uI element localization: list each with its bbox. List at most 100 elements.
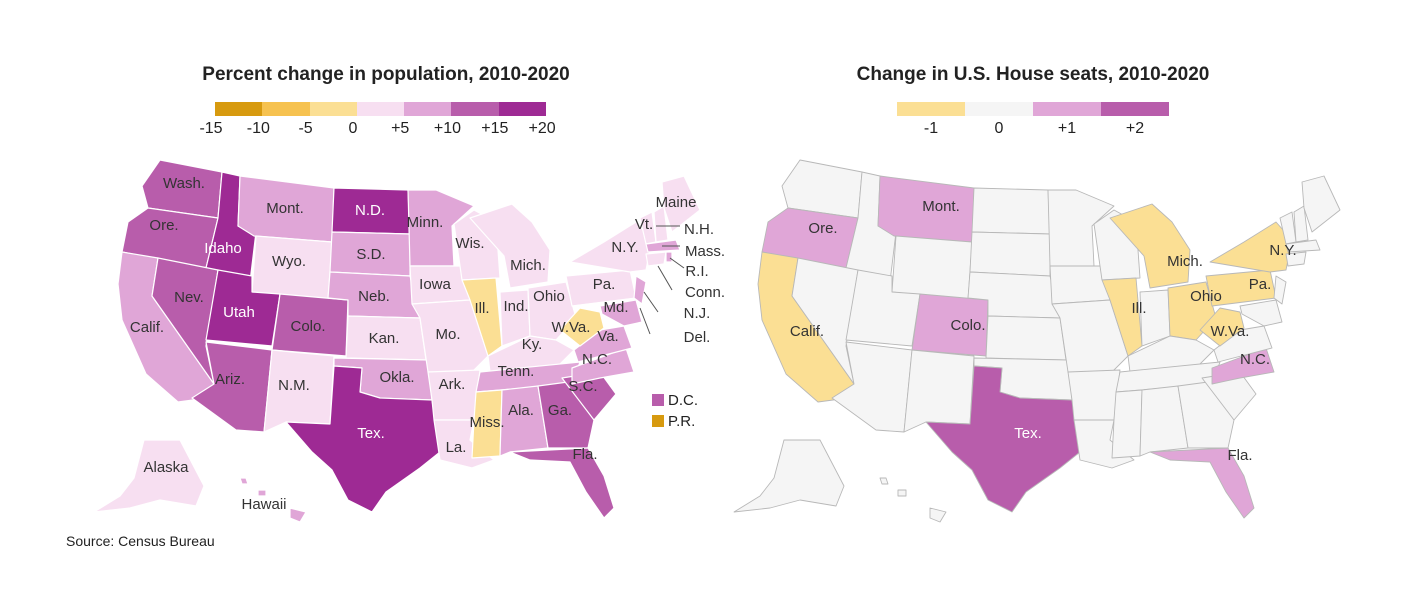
label-hawaii: Hawaii bbox=[241, 496, 286, 513]
r-state-nd[interactable] bbox=[971, 187, 1051, 235]
source-note: Source: Census Bureau bbox=[66, 533, 215, 549]
right-map-title: Change in U.S. House seats, 2010-2020 bbox=[856, 64, 1210, 85]
pr-label: P.R. bbox=[668, 413, 696, 430]
label-mass: Mass. bbox=[685, 243, 725, 260]
r-state-wyo[interactable] bbox=[891, 235, 973, 301]
population-change-map bbox=[93, 159, 701, 523]
r-state-tex[interactable] bbox=[925, 365, 1081, 513]
label-minn: Minn. bbox=[407, 214, 444, 231]
label-kan: Kan. bbox=[369, 330, 400, 347]
label-ri: R.I. bbox=[685, 263, 708, 280]
state-conn[interactable] bbox=[645, 251, 667, 267]
label-nc: N.C. bbox=[582, 351, 612, 368]
label-nd: N.D. bbox=[355, 202, 385, 219]
r-label-ny: N.Y. bbox=[1269, 242, 1296, 259]
label-ala: Ala. bbox=[508, 402, 534, 419]
population-legend-tick-0: -15 bbox=[199, 120, 223, 137]
label-tex: Tex. bbox=[357, 425, 385, 442]
label-utah: Utah bbox=[223, 304, 255, 321]
r-label-mich: Mich. bbox=[1167, 253, 1203, 270]
house-seats-legend-swatch-3 bbox=[1101, 102, 1169, 116]
label-wash: Wash. bbox=[163, 175, 205, 192]
population-legend-tick-7: +20 bbox=[528, 120, 556, 137]
state-md[interactable] bbox=[599, 299, 643, 327]
label-ark: Ark. bbox=[439, 376, 466, 393]
r-state-md[interactable] bbox=[1239, 299, 1283, 327]
house-seats-legend-tick-3: +2 bbox=[1125, 120, 1145, 137]
label-ore: Ore. bbox=[149, 217, 178, 234]
state-ga[interactable] bbox=[537, 381, 595, 449]
state-nj[interactable] bbox=[633, 275, 647, 305]
state-ri[interactable] bbox=[665, 251, 673, 263]
state-ill[interactable] bbox=[461, 277, 503, 357]
house-seats-legend-swatch-1 bbox=[965, 102, 1033, 116]
state-alaska[interactable] bbox=[93, 439, 205, 513]
pr-swatch bbox=[652, 415, 664, 427]
r-label-calif: Calif. bbox=[790, 323, 824, 340]
r-state-sd[interactable] bbox=[969, 231, 1051, 277]
r-state-ill[interactable] bbox=[1101, 277, 1143, 357]
r-label-ohio: Ohio bbox=[1190, 288, 1222, 305]
r-state-wva[interactable] bbox=[1199, 307, 1245, 347]
state-hawaii[interactable] bbox=[239, 477, 307, 523]
dc-swatch bbox=[652, 394, 664, 406]
dc-label: D.C. bbox=[668, 392, 698, 409]
r-state-alaska[interactable] bbox=[733, 439, 845, 513]
r-state-kan[interactable] bbox=[985, 315, 1067, 361]
label-pa: Pa. bbox=[593, 276, 616, 293]
r-state-ark[interactable] bbox=[1067, 369, 1121, 421]
state-nh[interactable] bbox=[653, 205, 669, 243]
r-state-mass[interactable] bbox=[1285, 239, 1321, 253]
r-state-fla[interactable] bbox=[1149, 447, 1255, 519]
house-seats-legend-tick-0: -1 bbox=[923, 120, 939, 137]
r-label-tex: Tex. bbox=[1014, 425, 1042, 442]
state-tex[interactable] bbox=[285, 365, 441, 513]
house-seats-legend-swatch-0 bbox=[897, 102, 965, 116]
population-legend-swatch-1 bbox=[262, 102, 310, 116]
label-ohio: Ohio bbox=[533, 288, 565, 305]
r-state-hawaii[interactable] bbox=[879, 477, 947, 523]
r-state-ga[interactable] bbox=[1177, 381, 1235, 449]
state-miss[interactable] bbox=[471, 389, 503, 459]
population-legend-swatch-4 bbox=[404, 102, 452, 116]
label-wis: Wis. bbox=[455, 235, 484, 252]
r-state-miss[interactable] bbox=[1111, 389, 1143, 459]
house-seats-legend-tick-1: 0 bbox=[994, 120, 1004, 137]
northeast-leader-lines bbox=[639, 225, 685, 335]
label-wyo: Wyo. bbox=[272, 253, 306, 270]
state-mich[interactable] bbox=[469, 203, 551, 289]
state-fla[interactable] bbox=[509, 447, 615, 519]
left-map-title: Percent change in population, 2010-2020 bbox=[202, 64, 570, 85]
r-state-ala[interactable] bbox=[1139, 385, 1189, 457]
population-legend-tick-3: 0 bbox=[348, 120, 358, 137]
label-mont: Mont. bbox=[266, 200, 304, 217]
label-ariz: Ariz. bbox=[215, 371, 245, 388]
r-label-pa: Pa. bbox=[1249, 276, 1272, 293]
population-change-legend bbox=[215, 102, 547, 116]
r-state-conn[interactable] bbox=[1285, 251, 1307, 267]
label-ny: N.Y. bbox=[611, 239, 638, 256]
state-maine[interactable] bbox=[661, 175, 701, 233]
label-mich: Mich. bbox=[510, 257, 546, 274]
label-ga: Ga. bbox=[548, 402, 572, 419]
r-state-nj[interactable] bbox=[1273, 275, 1287, 305]
r-state-nh[interactable] bbox=[1293, 205, 1309, 243]
dc-legend: D.C. bbox=[652, 392, 698, 409]
population-legend-swatch-6 bbox=[498, 102, 547, 116]
r-state-nm[interactable] bbox=[903, 349, 975, 433]
label-ind: Ind. bbox=[503, 298, 528, 315]
r-label-ore: Ore. bbox=[808, 220, 837, 237]
label-maine: Maine bbox=[656, 194, 697, 211]
state-ala[interactable] bbox=[499, 385, 549, 457]
label-va: Va. bbox=[597, 328, 618, 345]
label-conn: Conn. bbox=[685, 284, 725, 301]
r-state-mich[interactable] bbox=[1109, 203, 1191, 289]
label-iowa: Iowa bbox=[419, 276, 451, 293]
label-alaska: Alaska bbox=[143, 459, 189, 476]
r-label-ill: Ill. bbox=[1132, 300, 1147, 317]
state-wva[interactable] bbox=[559, 307, 605, 347]
r-state-ind[interactable] bbox=[1139, 289, 1171, 347]
r-label-colo: Colo. bbox=[950, 317, 985, 334]
label-nm: N.M. bbox=[278, 377, 310, 394]
r-state-maine[interactable] bbox=[1301, 175, 1341, 233]
